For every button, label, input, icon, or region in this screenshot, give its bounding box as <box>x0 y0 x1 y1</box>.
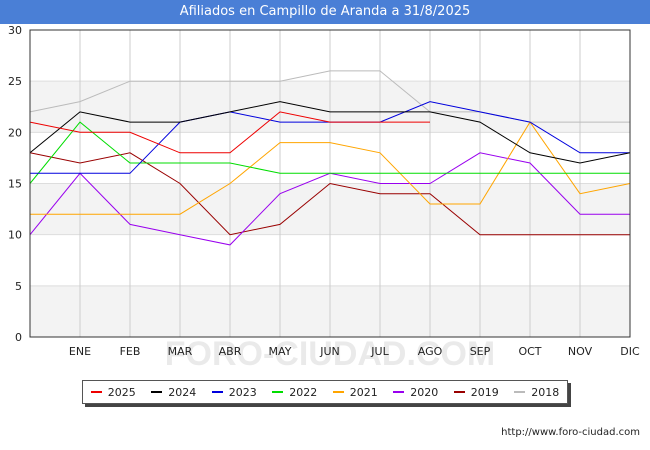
x-tick-label: JUL <box>370 345 389 358</box>
series-line-2024 <box>29 101 631 164</box>
x-tick-label: ABR <box>219 345 242 358</box>
x-tick-label: DIC <box>620 345 640 358</box>
x-tick-label: ENE <box>69 345 91 358</box>
legend-label: 2023 <box>228 385 257 399</box>
y-tick-label: 15 <box>8 178 22 191</box>
legend-item-2022: 2022 <box>272 386 317 399</box>
legend-label: 2019 <box>470 385 499 399</box>
series-line-2025 <box>29 111 430 154</box>
legend-label: 2022 <box>289 385 318 399</box>
x-tick-label: AGO <box>418 345 443 358</box>
legend-label: 2024 <box>168 385 197 399</box>
legend: 2025 2024 2023 2022 2021 2020 2019 2018 <box>82 380 568 404</box>
legend-swatch <box>453 391 465 393</box>
legend-item-2020: 2020 <box>393 386 438 399</box>
legend-label: 2020 <box>410 385 439 399</box>
legend-item-2023: 2023 <box>211 385 257 399</box>
legend-label: 2018 <box>531 385 560 399</box>
x-tick-label: MAR <box>168 345 193 358</box>
watermark: FORO-CIUDAD.COM <box>165 335 496 373</box>
y-tick-label: 20 <box>8 126 22 139</box>
legend-swatch <box>332 391 344 393</box>
legend-swatch <box>272 391 284 393</box>
legend-swatch <box>211 391 223 393</box>
legend-item-2024: 2024 <box>151 386 196 399</box>
legend-label: 2025 <box>107 385 136 399</box>
legend-swatch <box>151 391 163 393</box>
plot-frame <box>29 29 631 338</box>
source-url[interactable]: http://www.foro-ciudad.com <box>501 427 640 438</box>
legend-swatch <box>393 391 405 393</box>
legend-item-2018: 2018 <box>514 386 559 399</box>
y-tick-label: 10 <box>8 229 22 242</box>
x-tick-label: MAY <box>269 345 292 358</box>
y-tick-label: 25 <box>8 75 22 88</box>
y-tick-label: 30 <box>8 24 22 37</box>
legend-swatch <box>90 391 102 393</box>
chart-title: Afiliados en Campillo de Aranda a 31/8/2… <box>0 0 650 24</box>
x-tick-label: SEP <box>470 345 491 358</box>
y-tick-label: 0 <box>15 331 22 344</box>
legend-swatch <box>514 391 526 393</box>
series-line-2022 <box>29 121 630 184</box>
y-tick-label: 5 <box>15 280 22 293</box>
x-tick-label: FEB <box>120 345 141 358</box>
legend-label: 2021 <box>349 385 378 399</box>
x-tick-label: OCT <box>518 345 541 358</box>
x-tick-label: NOV <box>568 345 593 358</box>
legend-item-2021: 2021 <box>332 385 378 399</box>
x-tick-label: JUN <box>319 345 340 358</box>
legend-item-2019: 2019 <box>453 385 499 399</box>
legend-item-2025: 2025 <box>90 385 136 399</box>
series-line-2019 <box>29 152 630 236</box>
